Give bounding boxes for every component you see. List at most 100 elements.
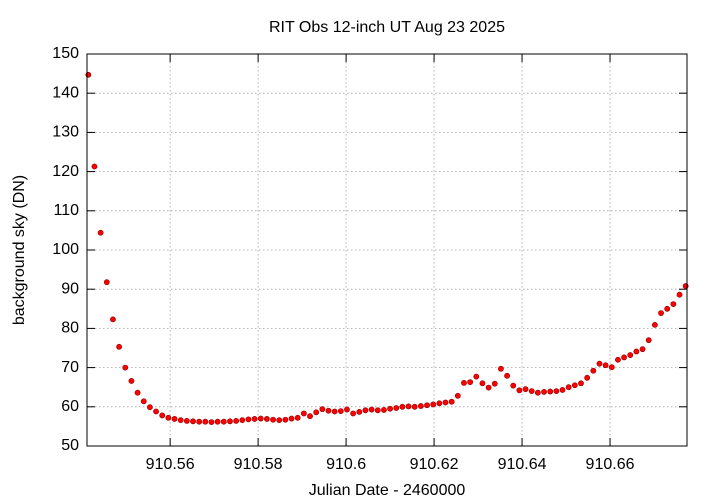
point [91, 163, 98, 170]
point [602, 362, 609, 369]
point [621, 354, 627, 361]
point [584, 374, 591, 381]
point [651, 321, 658, 328]
point [645, 337, 652, 344]
point [411, 403, 418, 410]
point [159, 412, 166, 419]
point [658, 310, 664, 317]
point [504, 372, 510, 379]
point [454, 392, 461, 399]
point [541, 389, 547, 395]
point [522, 386, 529, 393]
point [227, 418, 233, 425]
point [110, 316, 116, 323]
point [368, 406, 375, 413]
y-tick-label: 60 [61, 398, 79, 415]
point [467, 379, 474, 386]
point [264, 416, 270, 422]
point [498, 365, 504, 372]
y-tick-label: 70 [61, 359, 79, 376]
point [381, 407, 387, 413]
point [516, 387, 523, 394]
point [307, 413, 313, 420]
point [461, 379, 467, 386]
x-tick-label: 910.6 [326, 456, 366, 473]
x-tick-label: 910.56 [146, 456, 195, 473]
point [578, 380, 584, 387]
point [183, 418, 190, 424]
y-tick-label: 130 [52, 124, 79, 141]
x-tick-label: 910.58 [234, 456, 283, 473]
y-tick-label: 80 [61, 320, 79, 337]
point [374, 407, 381, 414]
point [97, 229, 104, 236]
point [300, 410, 307, 417]
point [147, 404, 153, 411]
point [676, 291, 683, 298]
point [177, 417, 184, 424]
point [153, 408, 159, 415]
point [220, 418, 227, 425]
point [424, 402, 430, 409]
chart-title: RIT Obs 12-inch UT Aug 23 2025 [269, 19, 505, 36]
point [615, 356, 621, 363]
point [627, 352, 634, 358]
point [479, 380, 486, 387]
y-tick-label: 90 [61, 280, 79, 297]
point [325, 407, 332, 414]
y-tick-label: 120 [52, 163, 79, 180]
point [288, 415, 295, 422]
y-tick-label: 50 [61, 437, 79, 454]
point [165, 414, 172, 421]
point [140, 398, 147, 405]
y-tick-label: 110 [53, 202, 79, 219]
point [590, 367, 597, 374]
point [596, 360, 603, 367]
point [405, 403, 412, 410]
y-axis-label: background sky (DN) [11, 175, 28, 325]
point [337, 408, 344, 415]
point [547, 388, 554, 395]
point [122, 364, 129, 371]
point [448, 398, 455, 405]
x-tick-label: 910.64 [498, 456, 547, 473]
point [510, 382, 517, 389]
plot: 50 60 70 80 90 100 110 120 130 140 150 910.56 910.58… [52, 45, 689, 473]
x-axis-label: Julian Date - 2460000 [309, 482, 466, 499]
point [214, 418, 221, 425]
point [553, 388, 560, 395]
point [608, 364, 615, 371]
point [430, 401, 437, 408]
point [350, 410, 357, 417]
point [670, 301, 677, 307]
point [436, 400, 443, 407]
point [294, 414, 301, 421]
point [171, 416, 178, 422]
point [682, 283, 689, 289]
point [257, 415, 264, 422]
point [233, 418, 240, 424]
point [251, 416, 258, 422]
point [362, 407, 369, 414]
point [319, 406, 326, 413]
point [282, 416, 289, 423]
y-tick-label: 150 [52, 45, 79, 62]
point [103, 279, 110, 286]
point [202, 418, 209, 425]
y-tick-label: 100 [52, 241, 79, 258]
point [534, 389, 541, 396]
point [387, 405, 393, 412]
point [116, 343, 123, 350]
point [190, 418, 196, 425]
y-tick-label: 140 [52, 84, 79, 101]
point [633, 348, 640, 355]
point [270, 416, 276, 423]
point [417, 403, 424, 409]
point [344, 406, 350, 413]
point [559, 387, 566, 393]
point [393, 405, 400, 411]
point [356, 408, 363, 415]
point [276, 417, 283, 424]
point [442, 399, 449, 406]
x-tick-label: 910.66 [586, 456, 635, 473]
